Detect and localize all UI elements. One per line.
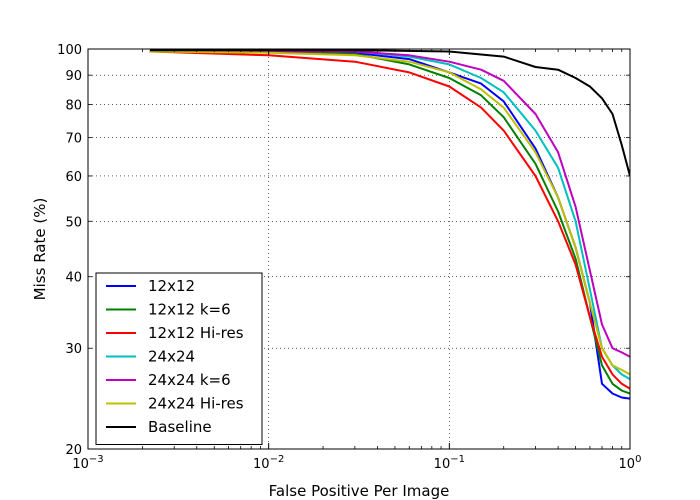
series-line-12x12-hi-res (149, 50, 630, 390)
x-tick-label: 100 (619, 454, 642, 472)
legend-label: 12x12 k=6 (148, 301, 231, 319)
y-tick-label: 60 (65, 170, 82, 185)
legend-label: 24x24 Hi-res (148, 395, 244, 413)
y-tick-label: 30 (65, 342, 82, 357)
legend-label: 24x24 (148, 348, 195, 366)
ticks: 10−3 10−2 10−1 100 20 30 40 50 60 70 80 90 100 (57, 43, 641, 472)
y-tick-label: 40 (65, 271, 82, 286)
x-tick-label: 10−1 (434, 454, 465, 472)
legend-label: 24x24 k=6 (148, 371, 231, 389)
x-tick-label: 10−3 (72, 454, 103, 472)
legend-label: 12x12 (148, 277, 195, 295)
legend-label: Baseline (148, 418, 212, 436)
series-line-12x12 (149, 50, 630, 400)
y-tick-label: 90 (65, 69, 82, 84)
legend: 12x12 12x12 k=6 12x12 Hi-res 24x24 24x24 k=6… (95, 272, 263, 445)
series-line-24x24-hi-res (149, 50, 630, 376)
y-tick-label: 50 (65, 215, 82, 230)
series-line-24x24-k-6 (149, 50, 630, 358)
y-axis-label: Miss Rate (%) (31, 198, 49, 301)
legend-box (95, 272, 263, 445)
y-tick-label: 80 (65, 98, 82, 113)
x-tick-label: 10−2 (253, 454, 284, 472)
plot-lines (149, 49, 630, 400)
series-line-baseline (149, 49, 630, 177)
y-tick-label: 20 (65, 443, 82, 458)
plot-frame (87, 48, 631, 450)
y-tick-label: 70 (65, 132, 82, 147)
legend-label: 12x12 Hi-res (148, 324, 244, 342)
y-tick-label: 100 (57, 43, 82, 58)
grid (88, 49, 630, 449)
x-axis-label: False Positive Per Image (269, 482, 450, 500)
